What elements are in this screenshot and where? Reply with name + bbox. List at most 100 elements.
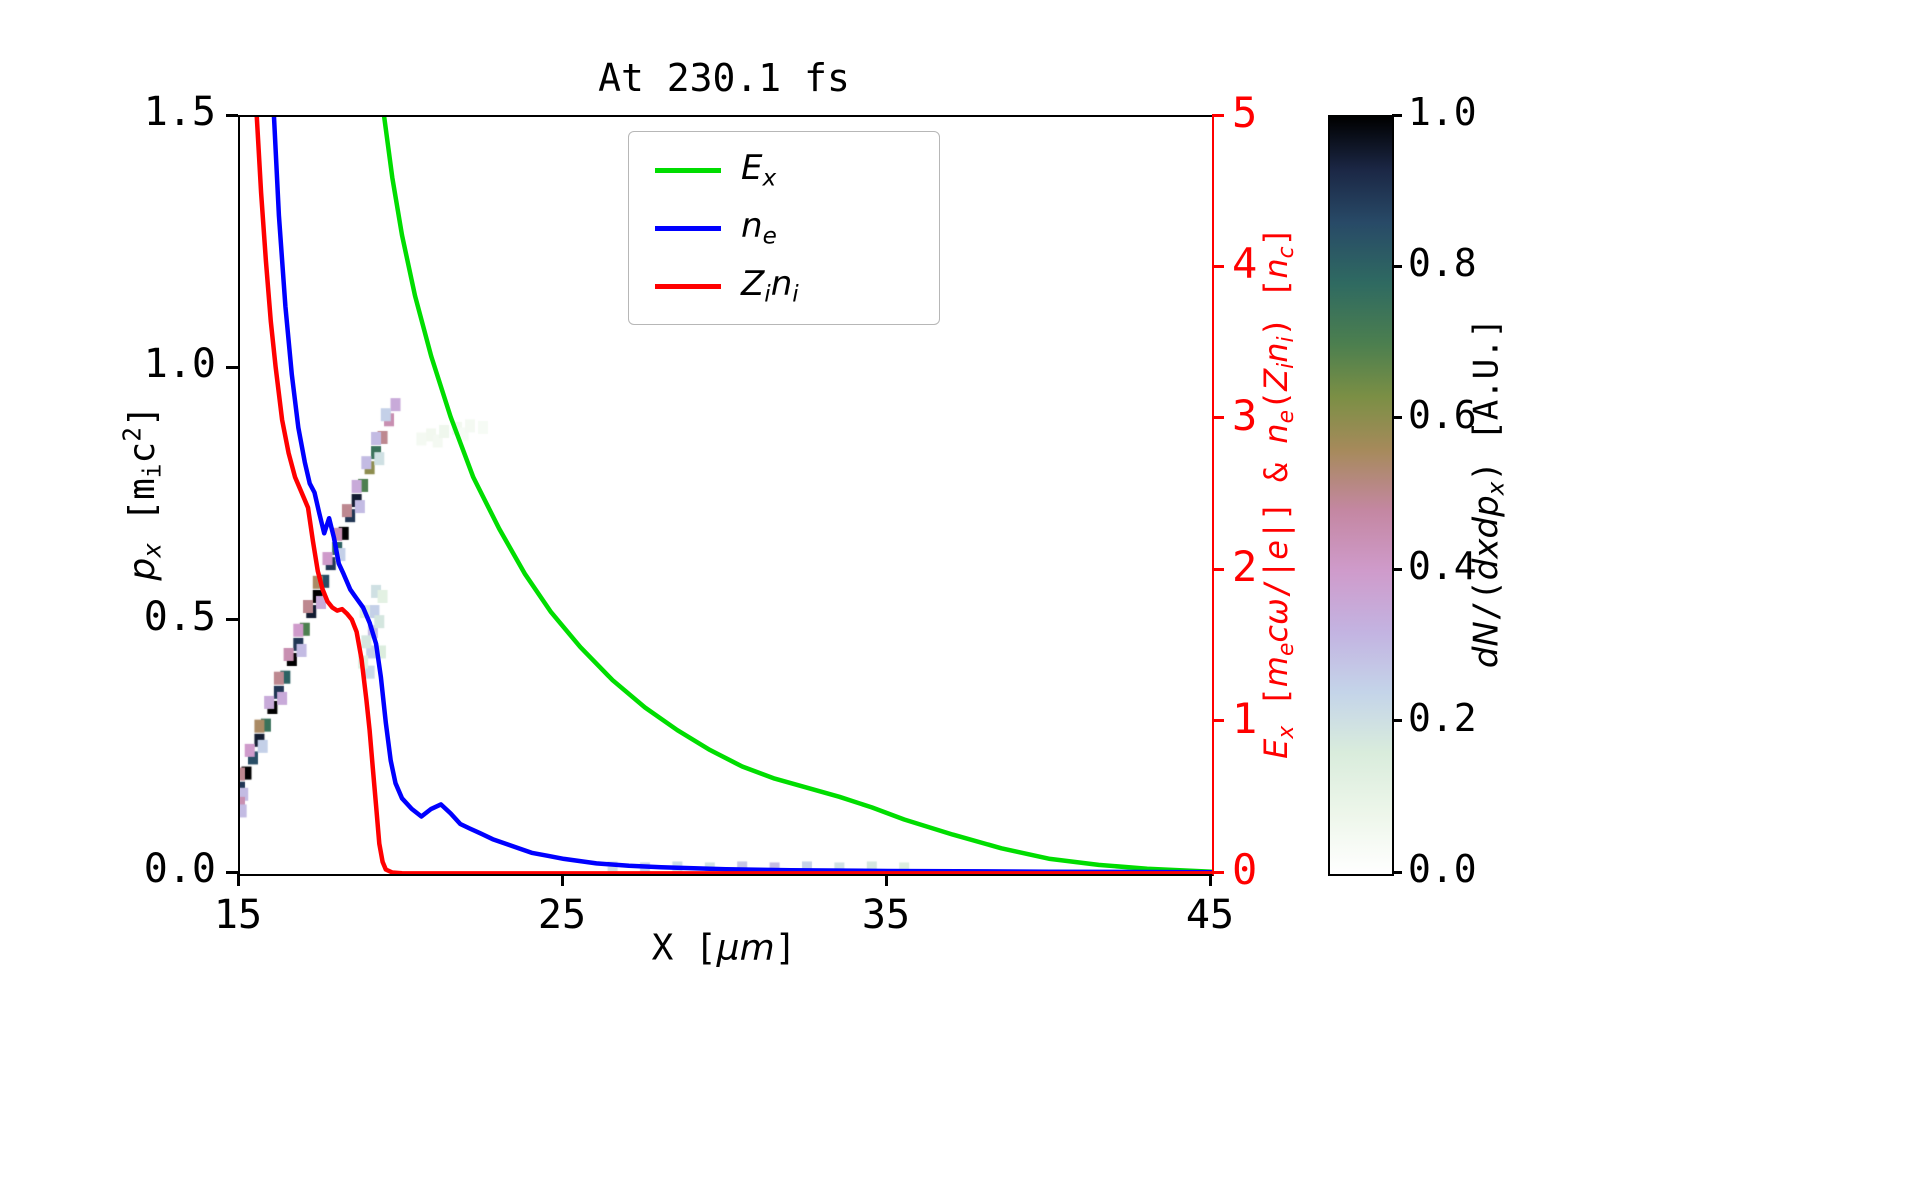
legend-item-Ex: Ex [655, 148, 913, 192]
label-part: p [121, 557, 163, 581]
tick-label-0.4: 0.4 [1408, 544, 1477, 589]
label-part: e [1274, 642, 1300, 657]
label-part: dN [1466, 621, 1507, 669]
tick-label-0.5: 0.5 [143, 593, 216, 640]
legend-item-ne: ne [655, 206, 913, 250]
legend-item-Zini: Zini [655, 264, 913, 308]
label-part: 2 [117, 427, 147, 442]
label-part: /| [1256, 559, 1295, 599]
label-part: c [1256, 625, 1295, 643]
series-line-Ex [381, 117, 1212, 874]
plot-area: Ex ne Zini [238, 115, 1214, 876]
tick-label-3: 3 [1232, 390, 1258, 440]
label-part: ω [1256, 598, 1295, 626]
label-part: ] [1466, 317, 1507, 339]
tick-mark [1212, 113, 1224, 117]
tick-mark [226, 365, 238, 369]
label-part: x [1483, 481, 1510, 496]
tick-label-5: 5 [1232, 88, 1258, 137]
label-part: n [1256, 423, 1295, 444]
label-part: i [1274, 362, 1300, 369]
tick-mark [560, 874, 564, 886]
label-part: m [1256, 656, 1295, 688]
legend: Ex ne Zini [628, 131, 940, 325]
tick-mark [1392, 264, 1402, 268]
label-part: ( [1256, 390, 1295, 411]
tick-mark [236, 874, 240, 886]
label-part: ] [1256, 227, 1295, 247]
label-part: i [137, 463, 167, 479]
label-part: e [762, 223, 777, 250]
label-part: ) [ [1466, 420, 1507, 482]
label-part: E [741, 148, 763, 189]
label-part: i [764, 281, 771, 308]
legend-swatch-Zini [655, 283, 721, 289]
tick-mark [1212, 264, 1224, 268]
line-series [254, 117, 1212, 874]
label-part: μm [716, 927, 775, 969]
label-part: x [1274, 725, 1300, 739]
x-axis-label: X [μm] [652, 928, 797, 969]
tick-mark [1392, 719, 1402, 723]
label-part: Z [741, 264, 765, 305]
label-part: e [1256, 540, 1295, 560]
tick-label-2: 2 [1232, 542, 1258, 592]
colorbar-label: dN/(dxdpx) [A.U.] [1466, 318, 1509, 668]
label-part: A.U. [1466, 338, 1507, 421]
y-axis-label-left: px [mic2] [117, 405, 166, 580]
y-axis-label-right: Ex [mecω/|e|] & ne(Zini) [nc] [1257, 227, 1299, 759]
tick-mark [1212, 719, 1224, 723]
label-part: [ [121, 499, 163, 544]
tick-label-35: 35 [861, 892, 911, 938]
label-part: ] [121, 405, 163, 428]
series-line-Zini [254, 117, 1212, 874]
tick-label-0.0: 0.0 [1408, 847, 1477, 891]
label-part: c [1274, 246, 1300, 259]
label-part: X [ [651, 927, 717, 969]
label-part: n [1256, 342, 1295, 363]
tick-mark [226, 618, 238, 622]
tick-label-25: 25 [537, 892, 587, 938]
label-part: ) [ [1256, 278, 1295, 337]
tick-label-1.0: 1.0 [1408, 90, 1477, 134]
tick-mark [1212, 870, 1224, 874]
label-part: n [741, 206, 763, 247]
tick-label-45: 45 [1185, 892, 1235, 938]
legend-label-Zini: Zini [741, 264, 799, 307]
label-part: E [1256, 738, 1295, 759]
tick-label-1.0: 1.0 [143, 341, 216, 388]
tick-mark [226, 113, 238, 117]
tick-label-4: 4 [1232, 239, 1258, 289]
label-part: n [1256, 258, 1295, 279]
tick-label-0.6: 0.6 [1408, 392, 1477, 437]
tick-mark [1392, 567, 1402, 571]
label-part: i [1274, 336, 1300, 343]
label-part: ] [774, 927, 797, 969]
tick-mark [1212, 567, 1224, 571]
tick-mark [1392, 113, 1402, 117]
legend-label-Ex: Ex [741, 148, 776, 191]
tick-label-0.8: 0.8 [1408, 241, 1477, 286]
tick-mark [1208, 874, 1212, 886]
series-line-ne [271, 117, 1212, 874]
colorbar [1328, 115, 1394, 876]
label-part: |] & [1256, 443, 1295, 541]
tick-label-0: 0 [1232, 845, 1258, 894]
tick-mark [226, 870, 238, 874]
label-part: x [137, 543, 167, 558]
tick-mark [1392, 416, 1402, 420]
tick-mark [1392, 870, 1402, 874]
label-part: c [121, 441, 163, 464]
legend-swatch-Ex [655, 167, 721, 173]
label-part: e [1274, 410, 1300, 424]
tick-mark [1212, 416, 1224, 420]
label-part: [ [1256, 687, 1295, 726]
tick-label-0.0: 0.0 [143, 846, 216, 892]
chart-title: At 230.1 fs [598, 56, 850, 100]
tick-label-1: 1 [1232, 693, 1258, 743]
legend-label-ne: ne [741, 206, 777, 249]
tick-label-1.5: 1.5 [143, 89, 216, 135]
label-part: m [121, 478, 163, 500]
label-part: x [762, 165, 777, 192]
